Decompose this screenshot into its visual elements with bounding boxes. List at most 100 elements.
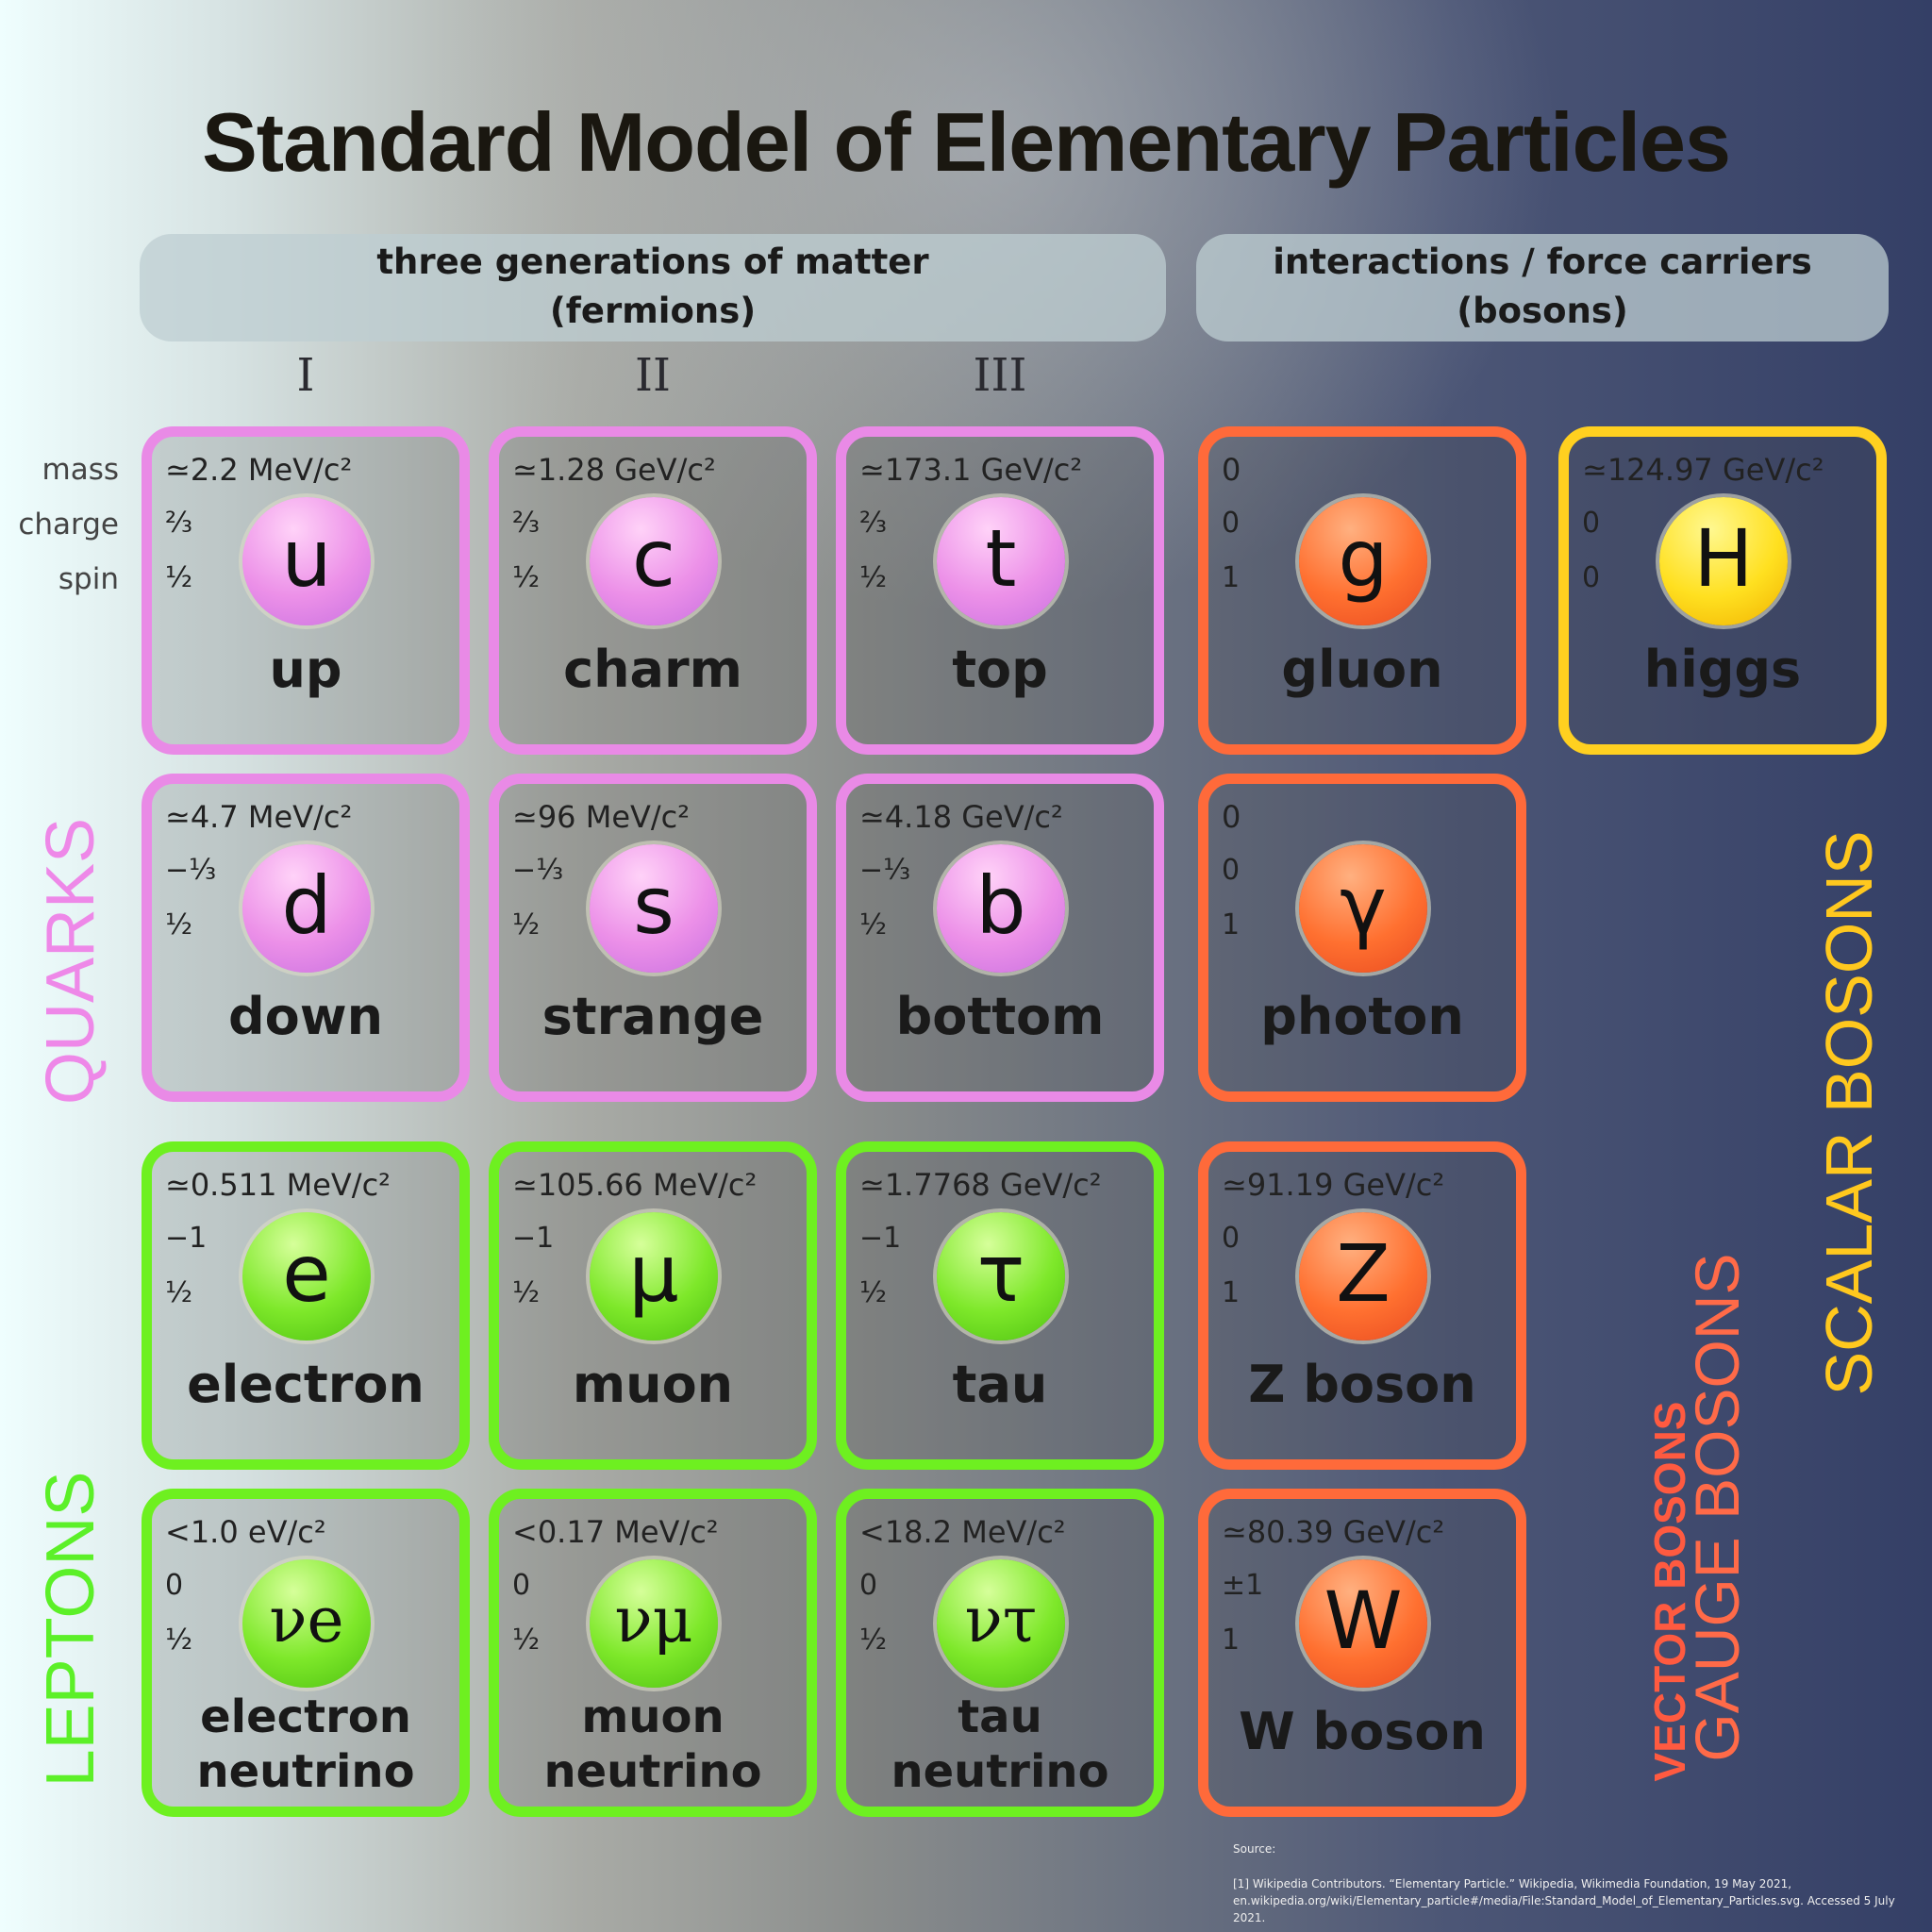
charge-value: −⅓ [512, 854, 564, 887]
mass-value: ≃91.19 GeV/c² [1222, 1167, 1445, 1203]
particle-card-photon: 0 0 1 γ photon [1198, 774, 1526, 1102]
particle-card-gluon: 0 0 1 g gluon [1198, 426, 1526, 755]
particle-name: muon [572, 1355, 734, 1414]
charge-value: −⅓ [165, 854, 217, 887]
particle-card-bottom: ≃4.18 GeV/c² −⅓ ½ b bottom [836, 774, 1164, 1102]
charge-label: charge [18, 508, 119, 541]
particle-symbol: H [1659, 497, 1788, 625]
mass-label: mass [42, 453, 120, 487]
particle-card-z-boson: ≃91.19 GeV/c² 0 1 Z Z boson [1198, 1141, 1526, 1470]
particle-name: down [227, 987, 384, 1046]
spin-value: ½ [512, 908, 541, 941]
spin-value: ½ [512, 561, 541, 594]
particle-symbol: b [937, 844, 1065, 973]
particle-card-down: ≃4.7 MeV/c² −⅓ ½ d down [142, 774, 470, 1102]
particle-name: tau [952, 1355, 1048, 1414]
spin-label: spin [58, 562, 119, 596]
mass-value: 0 [1222, 799, 1241, 835]
particle-symbol: τ [937, 1212, 1065, 1341]
particle-name: muon neutrino [499, 1690, 807, 1799]
particle-name-line2: neutrino [543, 1745, 762, 1798]
mass-value: <0.17 MeV/c² [512, 1514, 719, 1550]
mass-value: ≃80.39 GeV/c² [1222, 1514, 1445, 1550]
particle-name: tau neutrino [846, 1690, 1154, 1799]
charge-value: −1 [859, 1222, 902, 1255]
particle-name-line1: tau [958, 1690, 1042, 1743]
particle-name: charm [563, 640, 742, 699]
mass-value: ≃0.511 MeV/c² [165, 1167, 391, 1203]
charge-value: −⅓ [859, 854, 911, 887]
page-title: Standard Model of Elementary Particles [202, 95, 1731, 189]
charge-value: 0 [1582, 507, 1601, 540]
mass-value: ≃96 MeV/c² [512, 799, 691, 835]
particle-card-electron-neutrino: <1.0 eV/c² 0 ½ νe electron neutrino [142, 1489, 470, 1817]
spin-value: ½ [859, 908, 888, 941]
charge-value: 0 [1222, 854, 1241, 887]
particle-card-electron: ≃0.511 MeV/c² −1 ½ e electron [142, 1141, 470, 1470]
citation: [1] Wikipedia Contributors. “Elementary … [1233, 1875, 1912, 1926]
particle-name: electron neutrino [152, 1690, 459, 1799]
particle-symbol: Z [1299, 1212, 1427, 1341]
bosons-header-line1: interactions / force carriers [1273, 242, 1812, 282]
particle-card-muon-neutrino: <0.17 MeV/c² 0 ½ νμ muon neutrino [489, 1489, 817, 1817]
particle-card-muon: ≃105.66 MeV/c² −1 ½ μ muon [489, 1141, 817, 1470]
particle-name: gluon [1281, 640, 1443, 699]
spin-value: 1 [1222, 1624, 1241, 1657]
generation-2-label: II [635, 349, 671, 402]
mass-value: 0 [1222, 452, 1241, 488]
particle-name: up [269, 640, 342, 699]
particle-symbol: s [590, 844, 718, 973]
mass-value: ≃173.1 GeV/c² [859, 452, 1083, 488]
particle-symbol: g [1299, 497, 1427, 625]
mass-value: ≃4.18 GeV/c² [859, 799, 1063, 835]
particle-symbol: e [242, 1212, 371, 1341]
charge-value: −1 [165, 1222, 208, 1255]
bosons-header-line2: (bosons) [1457, 291, 1628, 331]
spin-value: ½ [859, 1624, 888, 1657]
particle-card-tau-neutrino: <18.2 MeV/c² 0 ½ ντ tau neutrino [836, 1489, 1164, 1817]
charge-value: 0 [1222, 507, 1241, 540]
mass-value: <1.0 eV/c² [165, 1514, 326, 1550]
particle-card-w-boson: ≃80.39 GeV/c² ±1 1 W W boson [1198, 1489, 1526, 1817]
charge-value: 0 [859, 1569, 878, 1602]
mass-value: ≃124.97 GeV/c² [1582, 452, 1824, 488]
particle-symbol: νe [242, 1559, 371, 1688]
particle-name-line1: electron [200, 1690, 411, 1743]
charge-value: ±1 [1222, 1569, 1264, 1602]
particle-name: W boson [1239, 1702, 1486, 1761]
scalar-bosons-label: SCALAR BOSONS [1812, 830, 1886, 1396]
quarks-group-label: QUARKS [33, 817, 108, 1106]
particle-name-line2: neutrino [891, 1745, 1109, 1798]
spin-value: ½ [165, 1276, 193, 1309]
mass-value: ≃1.28 GeV/c² [512, 452, 716, 488]
particle-card-up: ≃2.2 MeV/c² ⅔ ½ u up [142, 426, 470, 755]
particle-card-top: ≃173.1 GeV/c² ⅔ ½ t top [836, 426, 1164, 755]
charge-value: −1 [512, 1222, 555, 1255]
spin-value: ½ [165, 1624, 193, 1657]
mass-value: ≃2.2 MeV/c² [165, 452, 353, 488]
mass-value: ≃105.66 MeV/c² [512, 1167, 758, 1203]
mass-value: ≃1.7768 GeV/c² [859, 1167, 1102, 1203]
spin-value: ½ [512, 1276, 541, 1309]
particle-card-strange: ≃96 MeV/c² −⅓ ½ s strange [489, 774, 817, 1102]
particle-name: higgs [1643, 640, 1802, 699]
particle-name: strange [541, 987, 764, 1046]
particle-name: electron [187, 1355, 425, 1414]
source-label: Source: [1233, 1842, 1276, 1856]
particle-symbol: γ [1299, 844, 1427, 973]
particle-name: top [952, 640, 1048, 699]
particle-symbol: W [1299, 1559, 1427, 1688]
generation-1-label: I [296, 349, 315, 402]
spin-value: ½ [165, 908, 193, 941]
particle-symbol: t [937, 497, 1065, 625]
particle-symbol: μ [590, 1212, 718, 1341]
fermions-header: three generations of matter (fermions) [140, 234, 1166, 341]
spin-value: 1 [1222, 908, 1241, 941]
generation-3-label: III [973, 349, 1027, 402]
spin-value: 1 [1222, 561, 1241, 594]
mass-value: <18.2 MeV/c² [859, 1514, 1066, 1550]
spin-value: ½ [859, 1276, 888, 1309]
spin-value: 1 [1222, 1276, 1241, 1309]
particle-name: Z boson [1248, 1355, 1476, 1414]
particle-symbol: ντ [937, 1559, 1065, 1688]
